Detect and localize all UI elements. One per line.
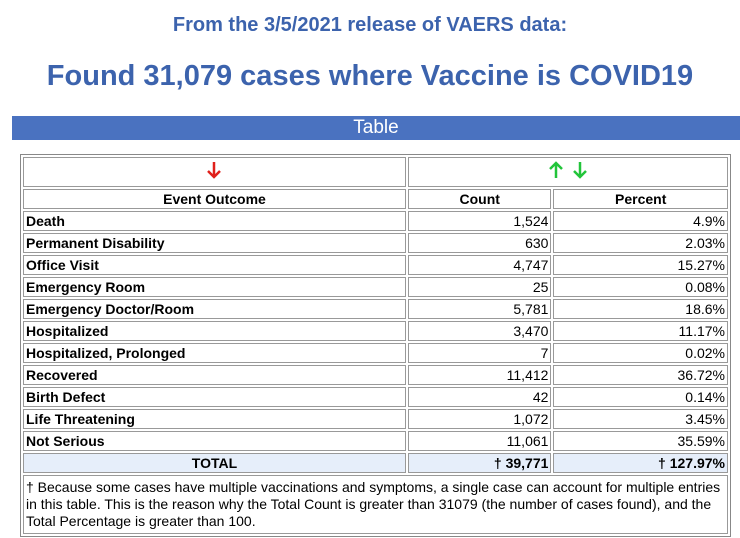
footnote: † Because some cases have multiple vacci…: [23, 475, 728, 534]
label-cell: Recovered: [23, 365, 406, 385]
sort-row: [23, 157, 728, 187]
value-cell: 2.03%: [553, 233, 728, 253]
table-row: Death 1,524 4.9%: [23, 211, 728, 231]
value-cell: 11,412: [407, 365, 552, 385]
value-cell: 5,781: [407, 299, 552, 319]
value-cell: 36.72%: [553, 365, 728, 385]
value-cell: 25: [407, 277, 552, 297]
header-row: Event Outcome Count Percent: [23, 189, 728, 209]
value-cell: 630: [407, 233, 552, 253]
column-header: Event Outcome: [23, 189, 406, 209]
table-row: Hospitalized, Prolonged 7 0.02%: [23, 343, 728, 363]
total-label: TOTAL: [23, 453, 406, 473]
sort-cell: [23, 157, 406, 187]
table-row: Life Threatening 1,072 3.45%: [23, 409, 728, 429]
value-cell: 42: [407, 387, 552, 407]
table-row: Permanent Disability 630 2.03%: [23, 233, 728, 253]
value-cell: 0.08%: [553, 277, 728, 297]
value-cell: 1,524: [407, 211, 552, 231]
sort-down-icon[interactable]: [206, 160, 222, 180]
table-row: Not Serious 11,061 35.59%: [23, 431, 728, 451]
label-cell: Hospitalized: [23, 321, 406, 341]
label-cell: Birth Defect: [23, 387, 406, 407]
table-row: Emergency Doctor/Room 5,781 18.6%: [23, 299, 728, 319]
value-cell: 3.45%: [553, 409, 728, 429]
column-header: Count: [407, 189, 552, 209]
label-cell: Permanent Disability: [23, 233, 406, 253]
table-row: Birth Defect 42 0.14%: [23, 387, 728, 407]
label-cell: Death: [23, 211, 406, 231]
section-bar: Table: [12, 116, 740, 140]
table: Event Outcome Count Percent Death 1,524 4.9%…: [20, 154, 731, 537]
value-cell: 11.17%: [553, 321, 728, 341]
value-cell: 4.9%: [553, 211, 728, 231]
value-cell: 3,470: [407, 321, 552, 341]
total-row: TOTAL † 39,771 † 127.97%: [23, 453, 728, 473]
sort-icons[interactable]: [548, 160, 588, 180]
subtitle: From the 3/5/2021 release of VAERS data:: [172, 14, 568, 36]
table-row: Hospitalized 3,470 11.17%: [23, 321, 728, 341]
value-cell: 7: [407, 343, 552, 363]
value-cell: 18.6%: [553, 299, 728, 319]
value-cell: 15.27%: [553, 255, 728, 275]
table-row: Recovered 11,412 36.72%: [23, 365, 728, 385]
total-value: † 39,771: [407, 453, 552, 473]
footnote-row: † Because some cases have multiple vacci…: [23, 475, 728, 534]
value-cell: 0.02%: [553, 343, 728, 363]
label-cell: Not Serious: [23, 431, 406, 451]
total-value: † 127.97%: [553, 453, 728, 473]
value-cell: 0.14%: [553, 387, 728, 407]
column-header: Percent: [553, 189, 728, 209]
table-row: Emergency Room 25 0.08%: [23, 277, 728, 297]
table-body: Event Outcome Count Percent Death 1,524 4.9%…: [23, 157, 728, 534]
label-cell: Emergency Room: [23, 277, 406, 297]
label-cell: Office Visit: [23, 255, 406, 275]
sort-cell: [407, 157, 728, 187]
value-cell: 1,072: [407, 409, 552, 429]
value-cell: 11,061: [407, 431, 552, 451]
label-cell: Emergency Doctor/Room: [23, 299, 406, 319]
title: Found 31,079 cases where Vaccine is COVI…: [46, 60, 694, 92]
value-cell: 4,747: [407, 255, 552, 275]
table-row: Office Visit 4,747 15.27%: [23, 255, 728, 275]
label-cell: Life Threatening: [23, 409, 406, 429]
value-cell: 35.59%: [553, 431, 728, 451]
label-cell: Hospitalized, Prolonged: [23, 343, 406, 363]
